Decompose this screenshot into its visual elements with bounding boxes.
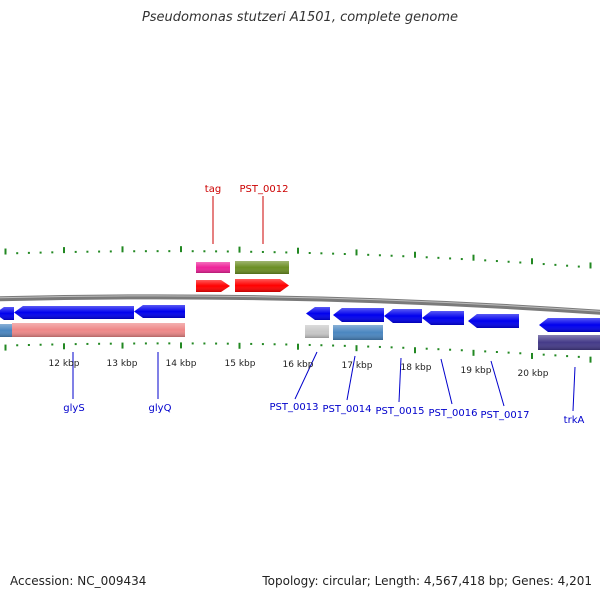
pst-0013-domain-box-shading <box>305 325 329 338</box>
tag-trna-feature-shading <box>196 262 230 273</box>
pst-0017-gene-arrow-shading <box>468 314 519 328</box>
tag-gene-arrow-shading <box>196 280 230 292</box>
gene-label-pst_0014: PST_0014 <box>323 404 372 415</box>
pst-0015-leader-line <box>398 357 402 403</box>
lower-tick-marks <box>4 342 592 363</box>
gene-arrow-partial-left-shading <box>0 307 14 320</box>
gene-and-scale-labels: 12 kbp 13 kbp 14 kbp 15 kbp 16 kbp 17 kbp 18 k… <box>49 184 585 426</box>
genome-backbone <box>0 294 600 315</box>
trka-domain-box-shading <box>538 335 600 350</box>
domain-box-partial-left-shading <box>0 324 12 337</box>
glys-gene-arrow-shading <box>14 306 134 319</box>
pst-0016-gene-arrow-shading <box>422 311 464 325</box>
scale-label-20-kbp: 20 kbp <box>518 369 549 379</box>
gene-label-glys: glyS <box>63 403 84 414</box>
gene-label-tag: tag <box>205 184 221 195</box>
scale-label-15-kbp: 15 kbp <box>225 359 256 369</box>
pst-0013-gene-arrow-shading <box>306 307 330 320</box>
gene-label-pst_0013: PST_0013 <box>270 402 319 413</box>
pst-0014-gene-arrow-shading <box>333 308 384 322</box>
label-leader-lines <box>72 196 576 412</box>
scale-label-17-kbp: 17 kbp <box>342 361 373 371</box>
topology-summary: Topology: circular; Length: 4,567,418 bp… <box>262 574 592 588</box>
pst-0012-gene-arrow-shading <box>235 279 289 292</box>
gene-label-pst_0016: PST_0016 <box>429 408 478 419</box>
scale-label-16-kbp: 16 kbp <box>283 360 314 370</box>
scale-label-14-kbp: 14 kbp <box>166 359 197 369</box>
gene-label-pst_0017: PST_0017 <box>481 410 530 421</box>
glyq-gene-arrow-shading <box>134 305 185 318</box>
pst-0016-leader-line <box>440 358 453 405</box>
gene-label-pst_0015: PST_0015 <box>376 406 425 417</box>
pst-0015-gene-arrow-shading <box>384 309 422 323</box>
gene-label-glyq: glyQ <box>149 403 172 414</box>
pst-0013-leader-line <box>294 351 318 400</box>
genome-title: Pseudomonas stutzeri A1501, complete gen… <box>141 10 459 25</box>
accession-label: Accession: NC_009434 <box>10 574 147 588</box>
pst-0014-leader-line <box>346 355 356 401</box>
pst-0014-domain-box-shading <box>333 325 383 340</box>
pst-0017-leader-line <box>490 360 505 407</box>
pst-0012-domain-feature-shading <box>235 261 289 274</box>
gene-features <box>0 261 600 350</box>
glys-domain-box-shading <box>12 323 134 337</box>
gene-label-trka: trkA <box>564 415 585 426</box>
trka-gene-arrow-shading <box>539 318 600 332</box>
scale-label-12-kbp: 12 kbp <box>49 359 80 369</box>
genome-backbone-highlight <box>0 295 600 312</box>
upper-tick-marks <box>4 246 592 269</box>
scale-label-19-kbp: 19 kbp <box>461 366 492 376</box>
scale-label-18-kbp: 18 kbp <box>401 363 432 373</box>
trka-leader-line <box>572 366 576 412</box>
scale-label-13-kbp: 13 kbp <box>107 359 138 369</box>
gene-label-pst_0012: PST_0012 <box>240 184 289 195</box>
glyq-domain-box-shading <box>134 323 185 337</box>
